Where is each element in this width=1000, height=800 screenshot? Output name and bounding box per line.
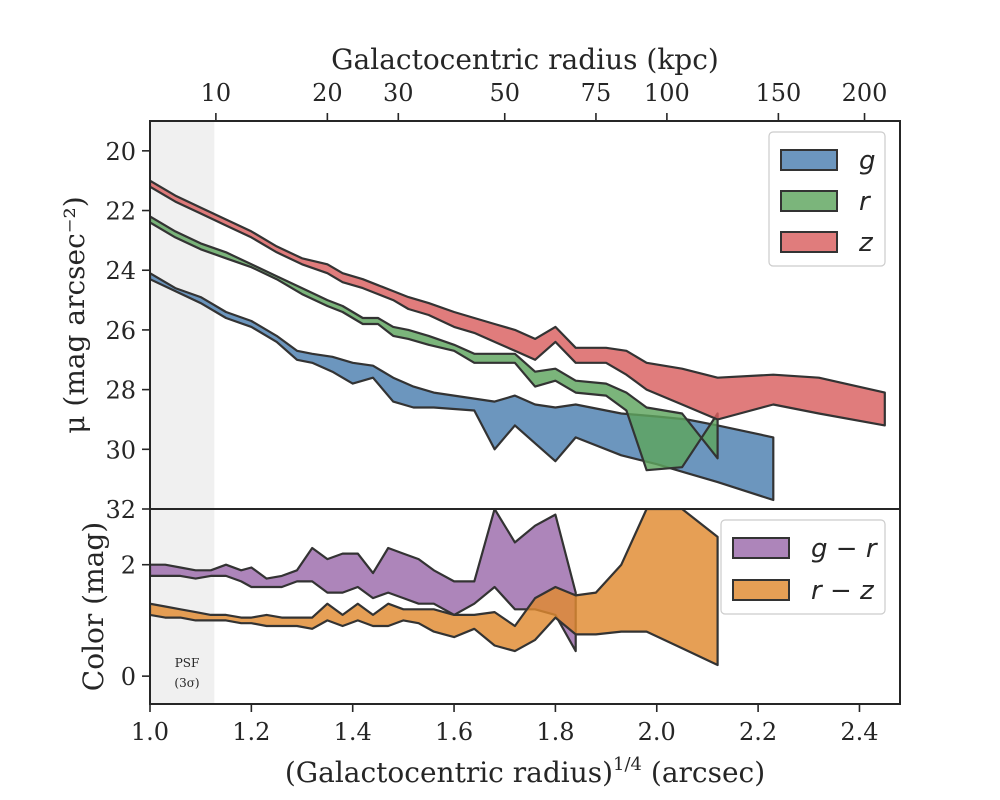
top-x-tick-label: 30	[383, 79, 414, 107]
bottom-x-tick-label: 2.0	[638, 718, 676, 746]
top-y-tick-label: 24	[105, 257, 136, 285]
legend-label: r − z	[811, 576, 875, 606]
top-y-tick-label: 30	[105, 436, 136, 464]
color-panel: 02 1.0 1.2 1.4 1.6 1.8 2.0 2.2 2.4 (Galactocent…	[77, 508, 901, 789]
top-legend: grz	[768, 131, 886, 267]
legend-label: g	[859, 146, 876, 176]
bottom-plot-frame	[149, 508, 901, 705]
legend-swatch	[732, 537, 790, 559]
bottom-x-axis-label-unit: (arcsec)	[642, 756, 765, 789]
bottom-legend: g − r r − z	[720, 519, 886, 615]
bottom-x-tick-label: 2.2	[739, 718, 777, 746]
band-z-2	[150, 179, 886, 427]
top-y-axis-label: μ (mag arcsec⁻²)	[58, 196, 91, 433]
legend-label: r	[859, 187, 872, 217]
bottom-x-tick-label: 1.2	[232, 718, 270, 746]
top-y-tick-label: 28	[105, 377, 136, 405]
top-x-tick-label: 20	[312, 79, 343, 107]
top-x-tick-label: 150	[755, 79, 801, 107]
bottom-x-tick-label: 1.0	[131, 718, 169, 746]
legend-swatch	[780, 149, 838, 171]
bottom-x-tick-label: 1.8	[536, 718, 574, 746]
bottom-x-axis-label-superscript: 1/4	[613, 754, 642, 775]
surface-brightness-bands	[150, 179, 886, 502]
bottom-x-axis-label-main: (Galactocentric radius)	[285, 756, 613, 789]
top-y-tick-label: 26	[105, 317, 136, 345]
psf-label-line1: PSF	[175, 656, 200, 670]
band-g-0	[150, 272, 775, 502]
top-x-tick-label: 100	[644, 79, 690, 107]
bottom-y-tick-label: 2	[121, 552, 136, 580]
top-x-tick-label: 10	[201, 79, 232, 107]
bottom-x-axis-label: (Galactocentric radius)1/4 (arcsec)	[285, 754, 765, 789]
band-rz-1	[150, 509, 719, 667]
top-y-ticks: 20 22 24 26 28 30 32	[105, 138, 150, 524]
surface-brightness-panel: 20 22 24 26 28 30 32 10 20 30 50 75 100 150 200 Galac…	[58, 43, 901, 524]
top-y-tick-label: 22	[105, 198, 136, 226]
psf-region-top	[150, 121, 215, 509]
bottom-x-tick-label: 2.4	[840, 718, 878, 746]
top-x-tick-label: 75	[581, 79, 612, 107]
legend-label: g − r	[811, 534, 879, 564]
top-x-tick-label: 200	[842, 79, 888, 107]
top-x-tick-label: 50	[489, 79, 520, 107]
bottom-y-tick-label: 0	[121, 663, 136, 691]
legend-swatch	[732, 579, 790, 601]
bottom-y-ticks: 02	[121, 552, 150, 691]
bottom-x-tick-label: 1.6	[435, 718, 473, 746]
top-y-tick-label: 32	[105, 496, 136, 524]
top-x-ticks-kpc: 10 20 30 50 75 100 150 200	[201, 79, 888, 121]
bottom-x-tick-label: 1.4	[334, 718, 372, 746]
band-gr-0	[150, 509, 577, 653]
bottom-y-axis-label: Color (mag)	[77, 522, 110, 691]
psf-label-line2: (3σ)	[174, 676, 199, 690]
top-x-axis-label: Galactocentric radius (kpc)	[331, 43, 719, 76]
legend-swatch	[780, 190, 838, 212]
bottom-x-ticks: 1.0 1.2 1.4 1.6 1.8 2.0 2.2 2.4	[131, 704, 879, 746]
top-y-tick-label: 20	[105, 138, 136, 166]
legend-swatch	[780, 231, 838, 253]
legend-label: z	[858, 228, 874, 258]
color-bands	[150, 509, 719, 667]
